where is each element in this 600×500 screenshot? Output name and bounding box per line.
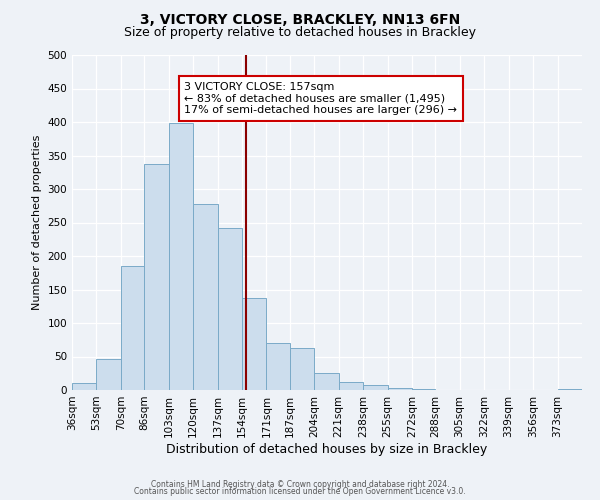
Bar <box>242 298 266 390</box>
Bar <box>169 124 193 390</box>
Bar <box>193 204 218 390</box>
Bar <box>290 348 314 390</box>
Bar <box>97 359 121 390</box>
Bar <box>72 384 97 390</box>
Text: 3 VICTORY CLOSE: 157sqm
← 83% of detached houses are smaller (1,495)
17% of semi: 3 VICTORY CLOSE: 157sqm ← 83% of detache… <box>184 82 457 115</box>
Bar <box>363 386 388 390</box>
Bar <box>388 388 412 390</box>
Bar <box>218 228 242 390</box>
Text: Contains public sector information licensed under the Open Government Licence v3: Contains public sector information licen… <box>134 487 466 496</box>
Y-axis label: Number of detached properties: Number of detached properties <box>32 135 42 310</box>
Text: Size of property relative to detached houses in Brackley: Size of property relative to detached ho… <box>124 26 476 39</box>
Bar <box>557 388 582 390</box>
Bar <box>144 164 169 390</box>
Bar <box>266 343 290 390</box>
Bar <box>314 373 338 390</box>
Bar <box>338 382 363 390</box>
Bar <box>121 266 144 390</box>
Text: 3, VICTORY CLOSE, BRACKLEY, NN13 6FN: 3, VICTORY CLOSE, BRACKLEY, NN13 6FN <box>140 12 460 26</box>
Text: Contains HM Land Registry data © Crown copyright and database right 2024.: Contains HM Land Registry data © Crown c… <box>151 480 449 489</box>
X-axis label: Distribution of detached houses by size in Brackley: Distribution of detached houses by size … <box>166 442 488 456</box>
